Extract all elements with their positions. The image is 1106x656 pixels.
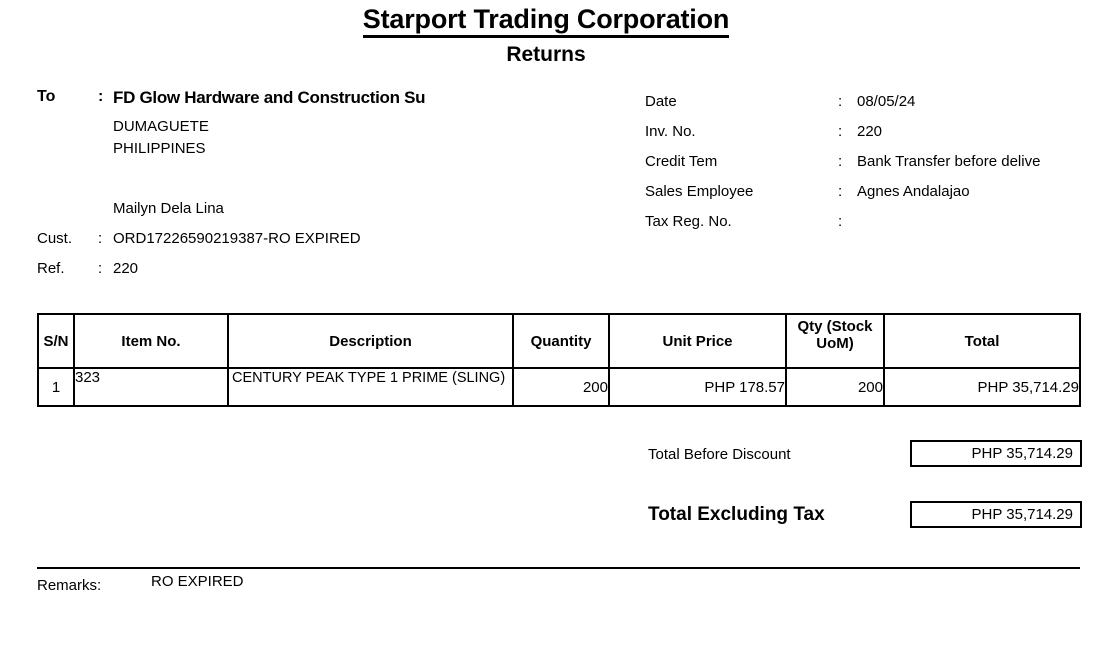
cust-label: Cust. bbox=[37, 230, 73, 247]
tax-reg-no-label: Tax Reg. No. bbox=[645, 213, 732, 230]
sales-employee-colon: : bbox=[838, 183, 843, 200]
company-name: Starport Trading Corporation bbox=[362, 4, 729, 38]
column-header-quantity: Quantity bbox=[512, 313, 610, 369]
column-header-sn: S/N bbox=[37, 313, 75, 369]
total-excluding-tax-label: Total Excluding Tax bbox=[648, 504, 825, 525]
meta-row-sales-employee: Sales Employee : Agnes Andalajao bbox=[645, 183, 1106, 213]
tax-reg-no-colon: : bbox=[838, 213, 843, 230]
total-before-discount-value: PHP 35,714.29 bbox=[910, 440, 1082, 467]
page-title: Starport Trading Corporation bbox=[0, 4, 1092, 38]
cell-item-no: 323 bbox=[73, 367, 229, 407]
line-items-table: S/N Item No. Description Quantity Unit P… bbox=[37, 313, 1081, 407]
invoice-meta-block: Date : 08/05/24 Inv. No. : 220 Credit Te… bbox=[645, 93, 1106, 243]
to-label: To bbox=[37, 88, 56, 105]
column-header-total: Total bbox=[883, 313, 1081, 369]
date-value: 08/05/24 bbox=[857, 93, 916, 110]
table-header-row: S/N Item No. Description Quantity Unit P… bbox=[37, 313, 1081, 369]
column-header-description: Description bbox=[227, 313, 514, 369]
meta-row-credit-term: Credit Tem : Bank Transfer before delive bbox=[645, 153, 1106, 183]
cell-sn: 1 bbox=[37, 367, 75, 407]
description-text: CENTURY PEAK TYPE 1 PRIME (SLING) bbox=[228, 368, 513, 406]
table-row: 1 323 CENTURY PEAK TYPE 1 PRIME (SLING) … bbox=[37, 367, 1081, 407]
contact-person-row: Mailyn Dela Lina bbox=[37, 200, 597, 222]
ref-colon: : bbox=[98, 260, 103, 277]
to-colon: : bbox=[98, 88, 104, 105]
credit-term-value: Bank Transfer before delive bbox=[857, 153, 1041, 170]
invoice-no-colon: : bbox=[838, 123, 843, 140]
meta-row-tax-reg-no: Tax Reg. No. : bbox=[645, 213, 1106, 243]
sales-employee-value: Agnes Andalajao bbox=[857, 183, 970, 200]
remarks-value: RO EXPIRED bbox=[151, 573, 244, 590]
customer-ref-row: Cust. : ORD17226590219387-RO EXPIRED bbox=[37, 230, 597, 252]
column-header-qty-stock-uom: Qty (Stock UoM) bbox=[785, 313, 885, 369]
document-type-heading: Returns bbox=[506, 43, 586, 66]
contact-person: Mailyn Dela Lina bbox=[113, 200, 224, 217]
sales-employee-label: Sales Employee bbox=[645, 183, 754, 200]
invoice-no-label: Inv. No. bbox=[645, 123, 696, 140]
address-row-1: DUMAGUETE bbox=[37, 118, 597, 140]
to-row: To : FD Glow Hardware and Construction S… bbox=[37, 88, 597, 110]
cell-qty-stock-uom: 200 bbox=[785, 367, 885, 407]
column-header-unit-price: Unit Price bbox=[608, 313, 787, 369]
footer-divider bbox=[37, 567, 1080, 569]
ref-value: 220 bbox=[113, 260, 139, 277]
total-before-discount-label: Total Before Discount bbox=[648, 446, 791, 463]
cell-description: CENTURY PEAK TYPE 1 PRIME (SLING) bbox=[227, 367, 514, 407]
cust-colon: : bbox=[98, 230, 103, 247]
invoice-no-value: 220 bbox=[857, 123, 883, 140]
cust-value: ORD17226590219387-RO EXPIRED bbox=[113, 230, 361, 247]
cell-quantity: 200 bbox=[512, 367, 610, 407]
date-label: Date bbox=[645, 93, 677, 110]
address-row-2: PHILIPPINES bbox=[37, 140, 597, 162]
meta-row-invoice-no: Inv. No. : 220 bbox=[645, 123, 1106, 153]
reference-row: Ref. : 220 bbox=[37, 260, 597, 282]
bill-to-block: To : FD Glow Hardware and Construction S… bbox=[37, 88, 597, 278]
cell-total: PHP 35,714.29 bbox=[883, 367, 1081, 407]
ref-label: Ref. bbox=[37, 260, 65, 277]
column-header-item-no: Item No. bbox=[73, 313, 229, 369]
cell-unit-price: PHP 178.57 bbox=[608, 367, 787, 407]
credit-term-colon: : bbox=[838, 153, 843, 170]
address-line-2: PHILIPPINES bbox=[113, 140, 206, 157]
total-excluding-tax-value: PHP 35,714.29 bbox=[910, 501, 1082, 528]
meta-row-date: Date : 08/05/24 bbox=[645, 93, 1106, 123]
date-colon: : bbox=[838, 93, 843, 110]
customer-name: FD Glow Hardware and Construction Su bbox=[113, 88, 426, 107]
remarks-label: Remarks: bbox=[37, 577, 102, 594]
address-line-1: DUMAGUETE bbox=[113, 118, 209, 135]
credit-term-label: Credit Tem bbox=[645, 153, 718, 170]
